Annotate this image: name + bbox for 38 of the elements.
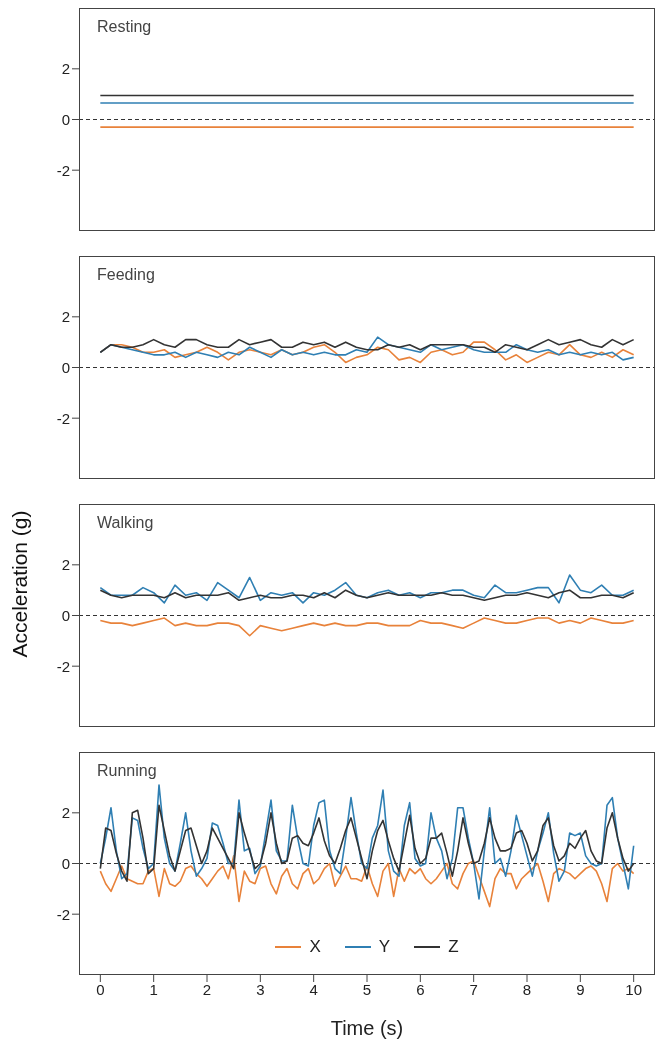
line-series	[99, 855, 635, 908]
y-tick-label: 0	[61, 110, 70, 128]
text: Walking	[97, 514, 154, 532]
y-tick-label: -2	[56, 409, 70, 427]
y-tick-label: 2	[61, 556, 70, 574]
y-tick-label: -2	[56, 657, 70, 675]
y-tick-label: -2	[56, 905, 70, 923]
legend-label: Y	[378, 937, 391, 957]
legend-label: X	[309, 937, 321, 957]
x-tick-label: 3	[256, 980, 265, 998]
text: Running	[97, 762, 157, 780]
x-tick-label: 5	[362, 980, 372, 998]
line-series	[99, 338, 635, 354]
x-tick-label: 0	[96, 980, 105, 998]
y-tick-label: 0	[61, 606, 70, 624]
line-series	[99, 617, 635, 637]
x-tick-label: 10	[625, 980, 643, 998]
line-series	[99, 784, 635, 900]
y-tick-label: 0	[61, 854, 70, 872]
line-series	[99, 589, 635, 602]
text: Feeding	[97, 266, 155, 284]
text: Resting	[97, 18, 152, 36]
y-axis-title: Acceleration (g)	[8, 510, 32, 658]
x-axis-title: Time (s)	[330, 1017, 404, 1039]
x-tick-label: 4	[309, 980, 318, 998]
y-tick-label: 2	[61, 60, 70, 78]
y-tick-label: 0	[61, 358, 70, 376]
x-tick-label: 1	[149, 980, 158, 998]
x-tick-label: 8	[522, 980, 532, 998]
y-tick-label: 2	[61, 308, 70, 326]
x-tick-label: 9	[576, 980, 585, 998]
x-tick-label: 7	[469, 980, 478, 998]
x-tick-label: 6	[416, 980, 425, 998]
line-series	[99, 574, 635, 604]
y-tick-label: 2	[61, 804, 70, 822]
y-tick-label: -2	[56, 161, 70, 179]
legend-label: Z	[448, 937, 459, 957]
x-tick-label: 2	[202, 980, 212, 998]
